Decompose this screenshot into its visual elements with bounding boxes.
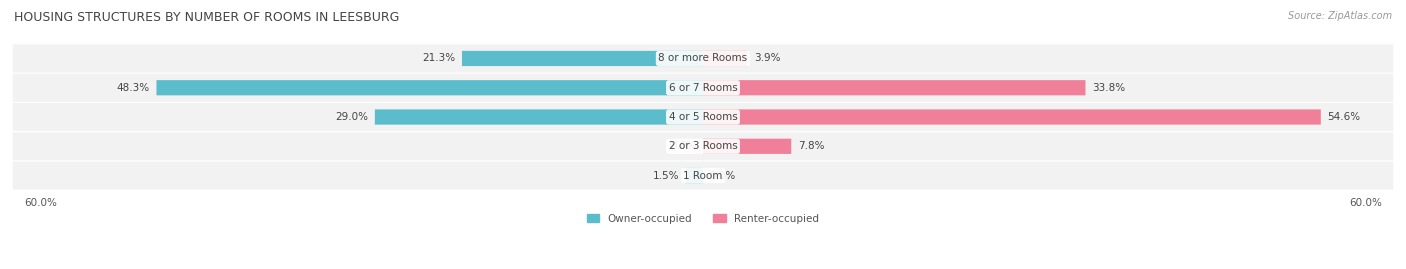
Text: Source: ZipAtlas.com: Source: ZipAtlas.com xyxy=(1288,11,1392,21)
Text: 6 or 7 Rooms: 6 or 7 Rooms xyxy=(669,83,737,93)
FancyBboxPatch shape xyxy=(686,168,703,183)
FancyBboxPatch shape xyxy=(703,109,1320,125)
FancyBboxPatch shape xyxy=(13,44,1393,73)
Text: 54.6%: 54.6% xyxy=(1327,112,1361,122)
Text: 60.0%: 60.0% xyxy=(1348,198,1382,208)
Text: 1 Room: 1 Room xyxy=(683,171,723,180)
FancyBboxPatch shape xyxy=(13,103,1393,131)
Text: 3.9%: 3.9% xyxy=(754,54,780,63)
Text: 48.3%: 48.3% xyxy=(117,83,149,93)
Text: 1.5%: 1.5% xyxy=(652,171,679,180)
Text: 2 or 3 Rooms: 2 or 3 Rooms xyxy=(669,141,737,151)
FancyBboxPatch shape xyxy=(703,80,1085,95)
Text: 29.0%: 29.0% xyxy=(335,112,368,122)
FancyBboxPatch shape xyxy=(13,74,1393,102)
Text: 0.0%: 0.0% xyxy=(710,171,735,180)
Text: 21.3%: 21.3% xyxy=(422,54,456,63)
Text: HOUSING STRUCTURES BY NUMBER OF ROOMS IN LEESBURG: HOUSING STRUCTURES BY NUMBER OF ROOMS IN… xyxy=(14,11,399,24)
Text: 4 or 5 Rooms: 4 or 5 Rooms xyxy=(669,112,737,122)
Text: 8 or more Rooms: 8 or more Rooms xyxy=(658,54,748,63)
FancyBboxPatch shape xyxy=(375,109,703,125)
FancyBboxPatch shape xyxy=(703,139,792,154)
Legend: Owner-occupied, Renter-occupied: Owner-occupied, Renter-occupied xyxy=(582,209,824,228)
Text: 7.8%: 7.8% xyxy=(799,141,824,151)
Text: 33.8%: 33.8% xyxy=(1092,83,1125,93)
Text: 0.0%: 0.0% xyxy=(671,141,696,151)
FancyBboxPatch shape xyxy=(463,51,703,66)
FancyBboxPatch shape xyxy=(13,161,1393,190)
FancyBboxPatch shape xyxy=(156,80,703,95)
FancyBboxPatch shape xyxy=(703,51,747,66)
Text: 60.0%: 60.0% xyxy=(24,198,58,208)
FancyBboxPatch shape xyxy=(13,132,1393,160)
